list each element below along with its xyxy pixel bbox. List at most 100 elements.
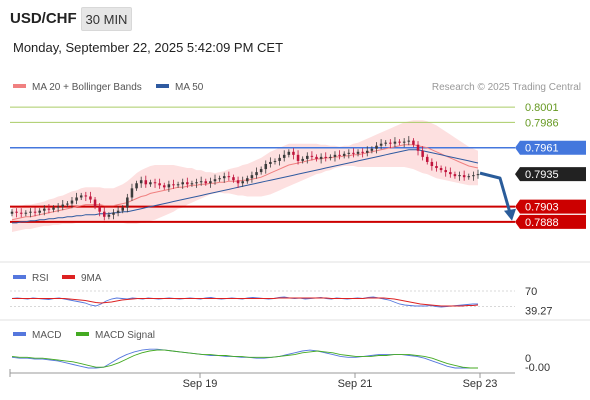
candle — [56, 203, 60, 213]
candle-body — [204, 181, 208, 184]
candle-body — [310, 155, 314, 157]
candle — [135, 180, 138, 191]
candle — [43, 205, 46, 216]
legend-swatch-ma50 — [156, 84, 169, 88]
candle-body — [389, 142, 392, 144]
price-tag-support — [515, 199, 586, 214]
candle — [412, 138, 415, 148]
candle — [209, 177, 212, 188]
candle-body — [352, 152, 355, 154]
candle-body — [301, 158, 304, 161]
candle-body — [379, 143, 383, 146]
candle — [167, 180, 171, 192]
candle-body — [416, 144, 420, 151]
candle-body — [61, 204, 65, 207]
candle-body — [375, 145, 378, 149]
timeframe-button[interactable]: 30 MIN — [81, 7, 132, 31]
candle — [199, 176, 203, 186]
candle — [204, 178, 208, 186]
research-credit: Research © 2025 Trading Central — [432, 82, 581, 93]
candle-body — [472, 175, 475, 177]
ma20-line — [11, 144, 479, 221]
candle-body — [232, 177, 235, 181]
candle-body — [365, 150, 369, 153]
candle-body — [167, 184, 171, 188]
candle-body — [407, 140, 411, 142]
candle — [144, 175, 148, 188]
candle — [472, 171, 475, 181]
candle-body — [227, 176, 231, 178]
candle — [121, 205, 125, 214]
candle-body — [393, 141, 397, 144]
candle-body — [264, 163, 268, 170]
candle — [467, 173, 471, 180]
candle-body — [209, 181, 212, 184]
candle — [425, 154, 429, 165]
candle-body — [458, 175, 461, 177]
candle — [430, 158, 434, 171]
price-label-support: 0.7888 — [525, 217, 559, 229]
legend-swatch-ma20 — [13, 84, 26, 88]
candle — [255, 167, 258, 179]
candle — [93, 196, 97, 210]
projection-arrow-head — [504, 208, 516, 221]
legend-swatch-rsi — [13, 275, 26, 279]
candle — [296, 150, 300, 165]
candle-body — [462, 175, 466, 178]
candle-body — [38, 210, 41, 213]
candle — [476, 169, 480, 179]
candle — [232, 174, 235, 183]
main-legend: MA 20 + Bollinger Bands MA 50 — [13, 82, 204, 93]
candle — [342, 151, 346, 159]
candle-body — [103, 211, 106, 217]
candle — [38, 208, 41, 216]
candle-body — [338, 154, 341, 156]
legend-swatch-9ma — [62, 275, 75, 279]
candle — [282, 150, 286, 162]
candle-body — [324, 156, 328, 158]
candle-body — [250, 175, 254, 179]
candle-body — [246, 178, 249, 182]
candle — [61, 200, 65, 211]
candle — [236, 176, 240, 188]
candle-body — [435, 166, 438, 169]
legend-label-ma20: MA 20 + Bollinger Bands — [32, 82, 142, 93]
candle — [292, 148, 295, 160]
candle — [79, 192, 83, 201]
candle-body — [149, 182, 152, 185]
rsi-layer: 70 39.27 — [10, 286, 553, 317]
candle — [107, 212, 111, 220]
candle-body — [172, 184, 175, 186]
candle-body — [315, 156, 318, 159]
candle-body — [259, 169, 263, 173]
candle-body — [19, 212, 23, 214]
candle-body — [222, 176, 226, 179]
candle — [375, 142, 378, 154]
rsi-legend: RSI 9MA — [13, 273, 102, 284]
candle — [402, 138, 406, 148]
candle-body — [126, 197, 129, 208]
candle-body — [162, 185, 166, 188]
candle-body — [333, 154, 337, 157]
candle — [15, 208, 18, 218]
candle — [347, 149, 351, 159]
price-tag-pivot — [515, 140, 586, 155]
ma50-line — [12, 149, 479, 224]
candle — [356, 149, 360, 157]
candle — [172, 179, 175, 189]
candle — [453, 171, 457, 179]
candle-body — [218, 178, 221, 180]
candle-body — [287, 151, 291, 155]
rsi-9ma-line — [12, 297, 479, 307]
candle — [435, 161, 438, 172]
candle — [306, 152, 309, 164]
candle-body — [153, 182, 157, 184]
candle-body — [199, 181, 203, 183]
time-tick-label: Sep 21 — [338, 378, 373, 390]
candle-body — [70, 200, 74, 204]
candle — [287, 149, 291, 158]
candle — [89, 191, 92, 204]
candle — [19, 208, 23, 218]
candle — [112, 209, 115, 220]
